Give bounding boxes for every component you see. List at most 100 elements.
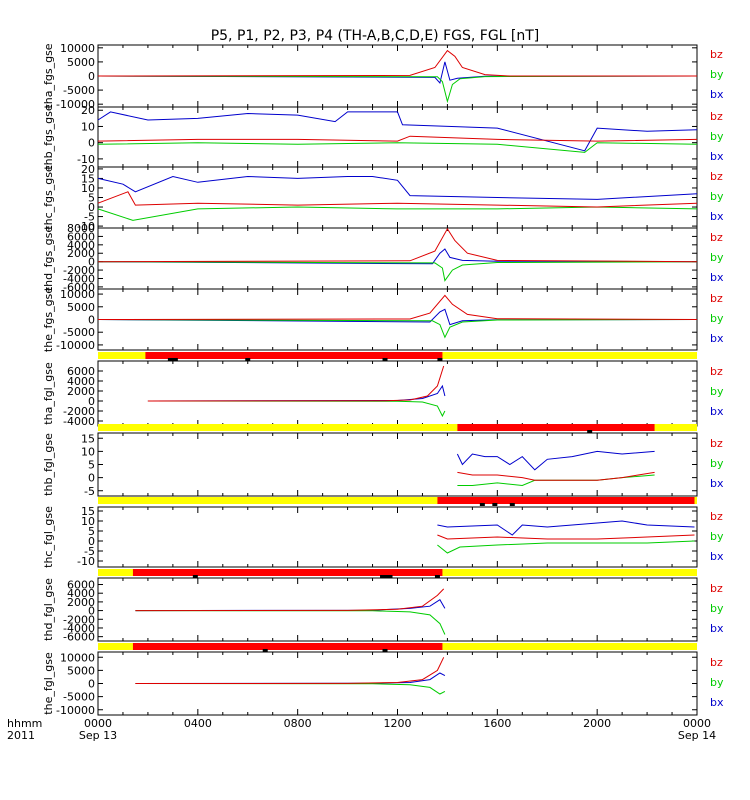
ytick-label: 0 xyxy=(88,137,95,150)
panel-frame-2 xyxy=(97,166,698,229)
ytick-label: -5000 xyxy=(63,84,95,97)
series-by-panel-0 xyxy=(97,75,698,104)
mode-marker-7-1 xyxy=(492,503,498,506)
legend-by-panel-2: by xyxy=(710,190,724,203)
data-coverage-segment-7 xyxy=(437,497,695,504)
series-by-panel-2 xyxy=(97,206,698,221)
legend-by-panel-4: by xyxy=(710,312,724,325)
panel-frame-3 xyxy=(97,227,698,290)
xtick-label: 1200 xyxy=(384,717,412,730)
series-bz-panel-2 xyxy=(97,191,698,208)
series-bx-panel-3 xyxy=(97,248,698,265)
ytick-label: 6000 xyxy=(67,579,95,592)
ytick-label: 20 xyxy=(81,104,95,117)
xtick-label: 2000 xyxy=(583,717,611,730)
xtick-label: 1600 xyxy=(483,717,511,730)
ytick-label: 15 xyxy=(81,432,95,445)
ytick-label: 0 xyxy=(88,314,95,327)
legend-bx-panel-8: bx xyxy=(710,622,724,635)
mode-marker-6-0 xyxy=(587,430,593,433)
series-bz-panel-7 xyxy=(437,534,695,540)
legend-bz-panel-9: bz xyxy=(710,656,723,669)
legend-bz-panel-2: bz xyxy=(710,170,723,183)
mode-marker-9-1 xyxy=(382,649,388,652)
ytick-label: -6000 xyxy=(63,631,95,644)
ytick-label: 2000 xyxy=(67,247,95,260)
legend-by-panel-5: by xyxy=(710,385,724,398)
ytick-label: 5000 xyxy=(67,56,95,69)
data-coverage-segment-6 xyxy=(457,424,655,431)
legend-by-panel-8: by xyxy=(710,602,724,615)
year-label: 2011 xyxy=(7,729,35,742)
xtick-label: 0000 xyxy=(683,717,711,730)
ytick-label: 10000 xyxy=(60,651,95,664)
ytick-label: -6000 xyxy=(63,281,95,294)
series-bz-panel-8 xyxy=(135,588,445,612)
legend-bx-panel-0: bx xyxy=(710,88,724,101)
panel-frame-1 xyxy=(97,106,698,168)
ytick-label: 6000 xyxy=(67,365,95,378)
y-axis-label-0: tha_fgs_gse xyxy=(42,43,55,108)
ytick-label: 0 xyxy=(88,201,95,214)
series-bx-panel-7 xyxy=(437,520,695,536)
legend-bx-panel-4: bx xyxy=(710,332,724,345)
y-axis-label-6: thb_fgl_gse xyxy=(42,433,55,496)
ytick-label: 4000 xyxy=(67,239,95,252)
ytick-label: -2000 xyxy=(63,264,95,277)
series-bz-panel-1 xyxy=(97,135,698,142)
data-coverage-segment-5 xyxy=(145,352,443,359)
panel-frame-6 xyxy=(97,432,698,497)
series-bz-panel-3 xyxy=(97,227,698,263)
ytick-label: -5 xyxy=(84,485,95,498)
ytick-label: 10 xyxy=(81,182,95,195)
data-coverage-segment-8 xyxy=(132,569,443,576)
ytick-label: 10 xyxy=(81,445,95,458)
legend-bx-panel-3: bx xyxy=(710,271,724,284)
availability-bar-6 xyxy=(98,424,697,431)
series-bx-panel-1 xyxy=(97,111,698,152)
ytick-label: -10000 xyxy=(56,339,95,352)
ytick-label: -5 xyxy=(84,211,95,224)
ytick-label: 5 xyxy=(88,192,95,205)
ytick-label: -4000 xyxy=(63,272,95,285)
availability-bar-7 xyxy=(98,497,697,504)
data-coverage-segment-9 xyxy=(132,643,443,650)
panel-frame-5 xyxy=(97,360,698,427)
ytick-label: 0 xyxy=(88,605,95,618)
ytick-label: -2000 xyxy=(63,613,95,626)
series-by-panel-5 xyxy=(147,400,446,418)
legend-bx-panel-9: bx xyxy=(710,696,724,709)
ytick-label: 0 xyxy=(88,535,95,548)
ytick-label: -4000 xyxy=(63,622,95,635)
ytick-label: -5 xyxy=(84,545,95,558)
mode-marker-5-3 xyxy=(437,358,443,361)
ytick-label: -10 xyxy=(77,555,95,568)
ytick-label: 20 xyxy=(81,163,95,176)
ytick-label: 10 xyxy=(81,515,95,528)
legend-by-panel-6: by xyxy=(710,457,724,470)
time-row-label: hhmm xyxy=(7,717,42,730)
ytick-label: 5000 xyxy=(67,301,95,314)
y-axis-label-9: the_fgl_gse xyxy=(42,652,55,715)
ytick-label: 10000 xyxy=(60,288,95,301)
series-bz-panel-9 xyxy=(135,657,445,684)
xtick-date-label: Sep 13 xyxy=(79,729,117,742)
legend-bx-panel-5: bx xyxy=(710,405,724,418)
xtick-label: 0800 xyxy=(284,717,312,730)
ytick-label: -2000 xyxy=(63,405,95,418)
mode-marker-7-2 xyxy=(509,503,515,506)
legend-by-panel-9: by xyxy=(710,676,724,689)
series-bz-panel-6 xyxy=(457,471,655,481)
y-axis-label-3: thd_fgs_gse xyxy=(42,226,55,292)
ytick-label: -5000 xyxy=(63,326,95,339)
legend-bz-panel-5: bz xyxy=(710,365,723,378)
legend-bz-panel-7: bz xyxy=(710,510,723,523)
y-axis-label-7: thc_fgl_gse xyxy=(42,506,55,568)
series-by-panel-7 xyxy=(437,540,695,554)
legend-bz-panel-8: bz xyxy=(710,582,723,595)
ytick-label: -10 xyxy=(77,220,95,233)
legend-bz-panel-1: bz xyxy=(710,110,723,123)
series-by-panel-4 xyxy=(97,319,698,339)
ytick-label: 15 xyxy=(81,505,95,518)
mode-marker-7-0 xyxy=(479,503,485,506)
